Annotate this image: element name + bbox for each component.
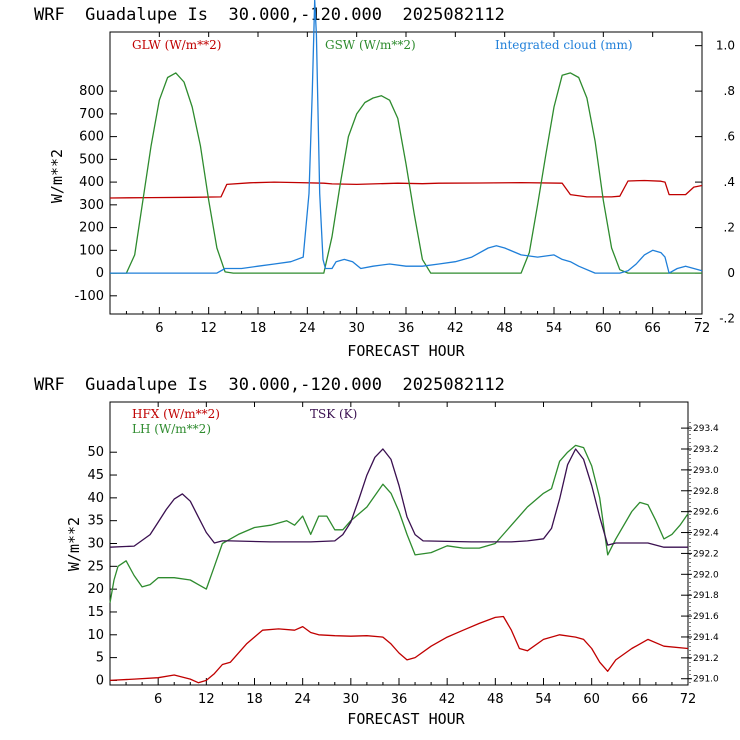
bottom-y2tick-label: 292.8 [693, 487, 719, 497]
top-ytick-label: 500 [79, 152, 104, 167]
bottom-ytick-label: 35 [87, 514, 104, 529]
bottom-ytick-label: 10 [87, 628, 104, 643]
top-xtick-label: 36 [398, 321, 415, 336]
top-chart-ylabel: W/m**2 [48, 149, 66, 203]
top-chart-plot: 6 12 18 24 30 36 42 48 54 60 66 72 -100 0 100 200 300 400… [74, 0, 735, 336]
bottom-y2tick-label: 291.2 [693, 654, 719, 664]
bottom-y2tick-label: 292.0 [693, 570, 719, 580]
bottom-xtick-label: 12 [198, 692, 215, 707]
bottom-y2tick-label: 291.4 [693, 633, 719, 643]
bottom-chart-xlabel: FORECAST HOUR [347, 710, 465, 728]
bottom-ytick-label: 50 [87, 445, 104, 460]
top-xtick-label: 12 [200, 321, 217, 336]
bottom-y2tick-label: 292.2 [693, 549, 719, 559]
bottom-xtick-label: 6 [154, 692, 162, 707]
top-legend-glw: GLW (W/m**2) [132, 38, 221, 52]
top-chart-title: WRF Guadalupe Is 30.000,-120.000 2025082… [34, 5, 505, 25]
bottom-ytick-label: 20 [87, 582, 104, 597]
top-legend-gsw: GSW (W/m**2) [325, 38, 416, 52]
top-legend-cloud: Integrated cloud (mm) [495, 38, 633, 52]
bottom-xtick-label: 60 [583, 692, 600, 707]
bottom-legend-hfx: HFX (W/m**2) [132, 407, 220, 421]
bottom-series-line-0 [109, 615, 689, 684]
bottom-xtick-label: 42 [439, 692, 456, 707]
top-plot-frame [109, 31, 703, 315]
top-y2tick-label: -.2 [719, 312, 735, 326]
bottom-series-line-2 [109, 448, 688, 548]
top-xtick-label: 60 [595, 321, 612, 336]
bottom-ytick-label: 45 [87, 468, 104, 483]
bottom-chart-ylabel: W/m**2 [65, 517, 83, 571]
bottom-y2tick-label: 291.6 [693, 612, 719, 622]
bottom-ytick-label: 30 [87, 537, 104, 552]
top-ytick-label: 200 [79, 221, 104, 236]
bottom-xtick-label: 54 [535, 692, 552, 707]
top-ytick-label: 300 [79, 198, 104, 213]
top-series-line-1 [110, 72, 702, 274]
top-xtick-label: 6 [155, 321, 163, 336]
bottom-ytick-label: 0 [96, 673, 104, 688]
top-xtick-label: 66 [644, 321, 661, 336]
top-xtick-label: 54 [546, 321, 563, 336]
top-chart-xlabel: FORECAST HOUR [347, 342, 465, 360]
top-ytick-label: -100 [74, 289, 104, 304]
bottom-xtick-label: 30 [343, 692, 360, 707]
bottom-series-line-1 [109, 444, 689, 603]
top-xtick-label: 42 [447, 321, 464, 336]
top-xtick-label: 18 [250, 321, 267, 336]
top-series-line-2 [110, 0, 703, 274]
bottom-ytick-label: 15 [87, 605, 104, 620]
bottom-y2tick-label: 293.0 [693, 466, 719, 476]
bottom-xtick-label: 36 [391, 692, 408, 707]
bottom-xtick-label: 72 [680, 692, 697, 707]
top-y2tick-label: .8 [724, 84, 735, 98]
top-y2tick-label: .4 [724, 175, 735, 189]
top-xtick-label: 30 [348, 321, 365, 336]
bottom-legend-lh: LH (W/m**2) [132, 422, 211, 436]
bottom-ytick-label: 25 [87, 559, 104, 574]
top-ytick-label: 100 [79, 243, 104, 258]
top-ytick-label: 0 [96, 266, 104, 281]
bottom-chart-title: WRF Guadalupe Is 30.000,-120.000 2025082… [34, 375, 505, 395]
top-ytick-label: 700 [79, 107, 104, 122]
bottom-y2tick-label: 292.6 [693, 508, 719, 518]
top-xtick-label: 48 [496, 321, 513, 336]
top-xtick-label: 72 [694, 321, 711, 336]
bottom-xtick-label: 18 [246, 692, 263, 707]
top-y2tick-label: 1.0 [716, 39, 735, 53]
bottom-legend-tsk: TSK (K) [310, 407, 357, 421]
top-y2tick-label: 0 [727, 266, 735, 280]
bottom-y2tick-label: 291.0 [693, 675, 719, 685]
top-ytick-label: 600 [79, 130, 104, 145]
top-y2tick-label: .2 [724, 221, 735, 235]
top-series-line-0 [109, 179, 703, 199]
bottom-plot-frame [109, 401, 689, 686]
bottom-xtick-label: 48 [487, 692, 504, 707]
top-xtick-label: 24 [299, 321, 316, 336]
bottom-y2tick-label: 292.4 [693, 529, 719, 539]
top-ytick-label: 800 [79, 84, 104, 99]
bottom-xtick-label: 66 [632, 692, 649, 707]
bottom-xtick-label: 24 [294, 692, 311, 707]
bottom-y2tick-label: 293.2 [693, 445, 719, 455]
bottom-ytick-label: 40 [87, 491, 104, 506]
bottom-chart-plot: 6 12 18 24 30 36 42 48 54 60 66 72 0 5 10 15 20 25 30 35 40 4… [87, 401, 719, 707]
bottom-y2tick-label: 293.4 [693, 424, 719, 434]
bottom-y2tick-label: 291.8 [693, 591, 719, 601]
bottom-ytick-label: 5 [96, 651, 104, 666]
top-y2tick-label: .6 [724, 130, 735, 144]
top-ytick-label: 400 [79, 175, 104, 190]
